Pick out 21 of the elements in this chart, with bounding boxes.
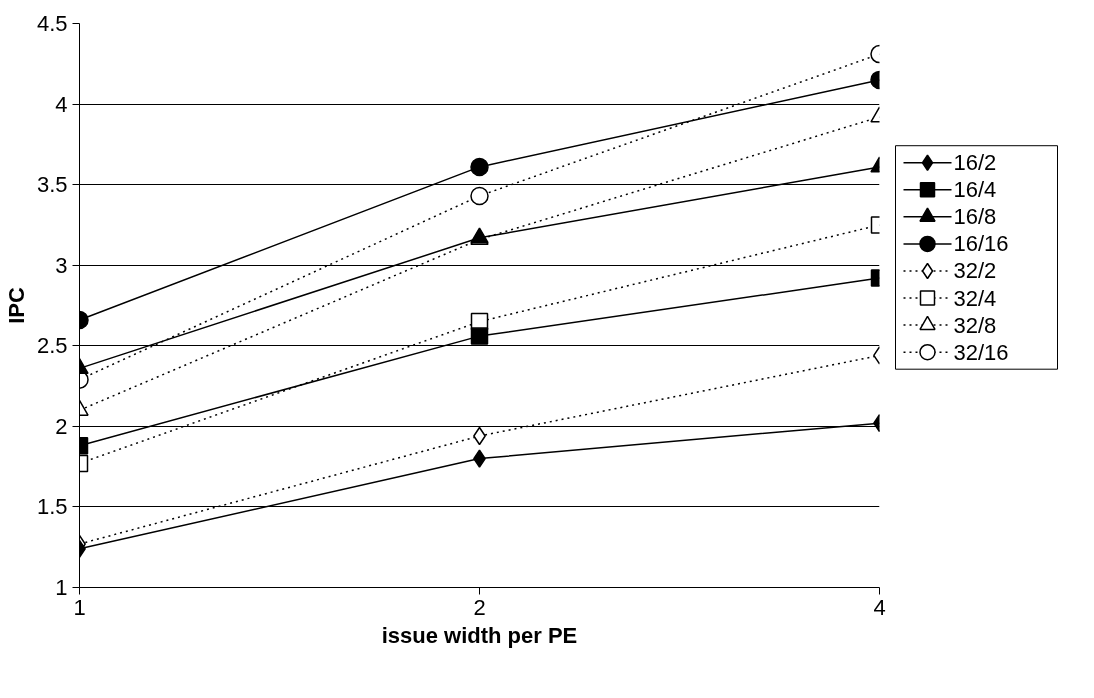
x-tick-label: 2 <box>473 594 486 620</box>
x-tick-label: 1 <box>73 594 86 620</box>
y-tick-label: 2.5 <box>36 333 68 359</box>
legend-label: 32/4 <box>953 285 997 311</box>
y-tick-label: 3.5 <box>36 172 68 198</box>
y-tick-label: 4 <box>55 91 68 117</box>
y-tick-label: 4.5 <box>36 11 68 36</box>
y-tick-label: 1.5 <box>36 494 68 520</box>
y-tick-label: 2 <box>55 413 68 439</box>
y-tick-label: 1 <box>55 575 68 600</box>
x-axis-title: issue width per PE <box>381 622 578 648</box>
y-axis-title: IPC <box>3 287 29 324</box>
legend-label: 16/2 <box>953 150 997 176</box>
legend-label: 32/8 <box>953 312 997 338</box>
legend-label: 16/4 <box>953 177 997 203</box>
x-tick-label: 4 <box>873 594 886 620</box>
legend-label: 16/8 <box>953 204 997 230</box>
legend-label: 32/2 <box>953 258 997 284</box>
legend-label: 16/16 <box>953 231 1009 257</box>
legend-label: 32/16 <box>953 339 1009 365</box>
y-tick-label: 3 <box>55 252 68 278</box>
